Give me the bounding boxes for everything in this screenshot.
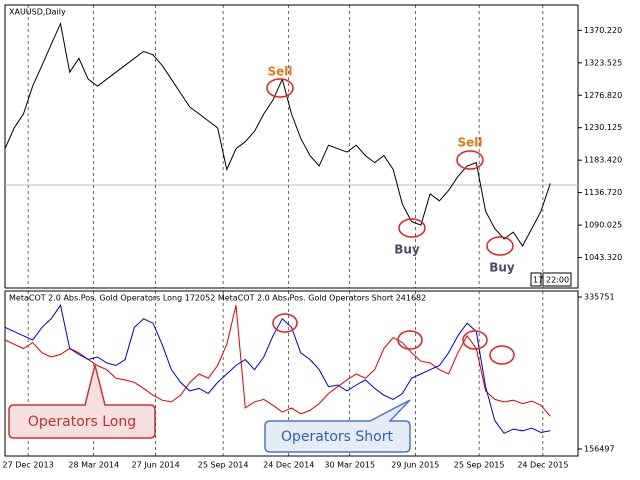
data-line — [4, 304, 551, 434]
callout-long — [8, 364, 156, 439]
signal-label: Buy — [394, 243, 420, 257]
y-tick-label: 1370.220 — [584, 26, 622, 35]
signal-circle — [397, 330, 423, 350]
y-tick-label: 1090.025 — [584, 221, 622, 230]
price-title: XAUUSD,Daily — [9, 8, 66, 17]
y-tick-label: 1183.420 — [584, 156, 622, 165]
y-tick-label: 1230.125 — [584, 123, 622, 132]
x-tick-label: 27 Jun 2014 — [132, 461, 180, 470]
signal-circle — [489, 345, 515, 365]
data-line — [4, 21, 551, 247]
data-line — [4, 305, 551, 417]
signal-circle — [266, 78, 294, 98]
y-tick-label: 1136.720 — [584, 188, 622, 197]
signal-circle — [398, 218, 426, 238]
y-tick-label: 335751 — [584, 293, 615, 302]
x-tick-label: 25 Sep 2014 — [198, 461, 249, 470]
signal-circle — [456, 150, 484, 170]
x-tick-label: 24 Dec 2014 — [263, 461, 314, 470]
price-panel — [4, 4, 579, 289]
x-tick-label: 24 Dec 2015 — [517, 461, 568, 470]
y-tick-label: 1323.525 — [584, 58, 622, 67]
indicator-title: MetaCOT 2.0 Abs.Pos. Gold Operators Long… — [9, 294, 426, 303]
signal-label: Buy — [489, 261, 515, 275]
callout-long-text: Operators Long — [28, 414, 136, 430]
x-tick-label: 29 Jun 2015 — [391, 461, 439, 470]
callout-short-text: Operators Short — [281, 429, 393, 445]
signal-label: Sell — [267, 65, 292, 79]
x-tick-label: 25 Sep 2015 — [454, 461, 505, 470]
signal-label: Sell — [457, 136, 482, 150]
corner-label: 22:00 — [546, 276, 569, 285]
x-tick-label: 27 Dec 2013 — [3, 461, 54, 470]
x-tick-label: 30 Mar 2015 — [324, 461, 375, 470]
signal-circle — [486, 236, 514, 256]
corner-label: 17 — [533, 276, 543, 285]
signal-circle — [462, 330, 488, 350]
time-box — [530, 272, 542, 287]
y-tick-label: 1043.320 — [584, 253, 622, 262]
time-box — [542, 272, 572, 287]
x-tick-label: 28 Mar 2014 — [68, 461, 119, 470]
signal-circle — [272, 313, 298, 333]
y-tick-label: 156497 — [584, 444, 615, 453]
y-tick-label: 1276.820 — [584, 91, 622, 100]
callout-short — [264, 399, 411, 453]
